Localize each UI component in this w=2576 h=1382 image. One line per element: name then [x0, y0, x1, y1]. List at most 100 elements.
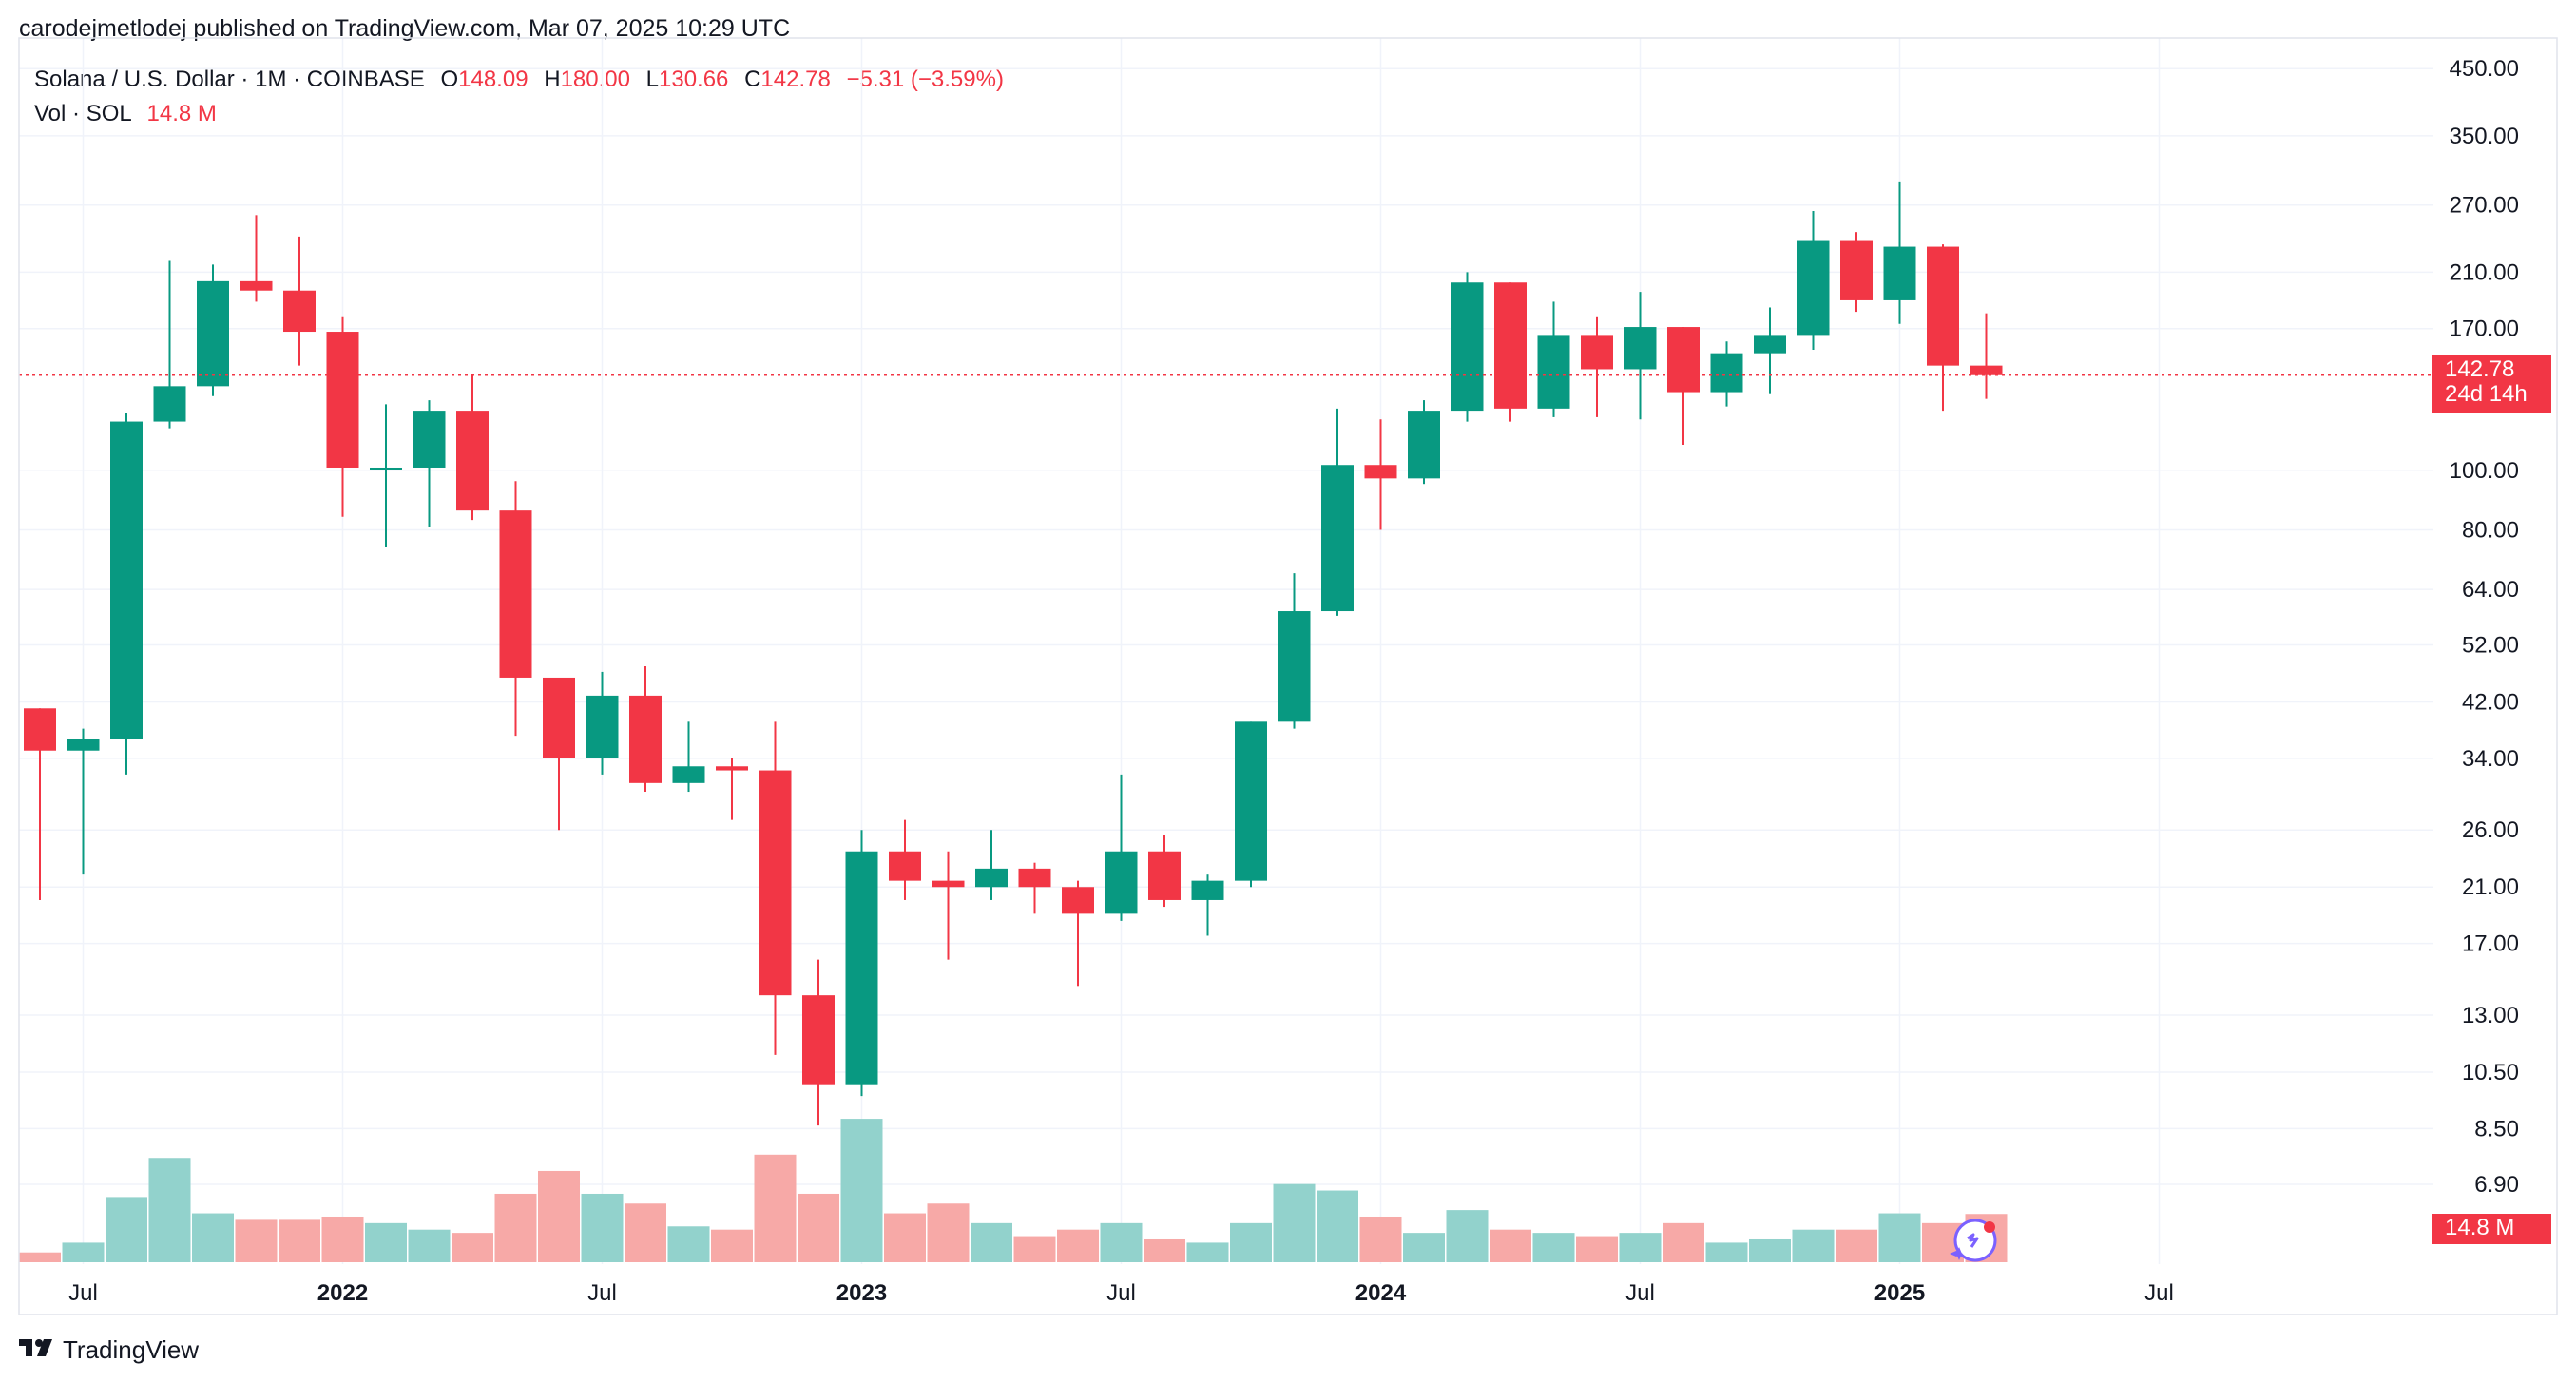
- candle-body: [1408, 411, 1440, 479]
- volume-bar: [798, 1193, 839, 1262]
- volume-bar: [1403, 1233, 1445, 1262]
- volume-bar: [1230, 1222, 1272, 1262]
- candle-body: [1710, 353, 1743, 393]
- candle-body: [370, 467, 402, 470]
- volume-bar: [494, 1193, 537, 1262]
- volume-bar: [62, 1242, 105, 1262]
- volume-bar: [711, 1229, 753, 1262]
- volume-bar: [1273, 1183, 1316, 1262]
- symbol-label[interactable]: Solana / U.S. Dollar · 1M · COINBASE: [34, 67, 425, 92]
- volume-bar: [1749, 1238, 1791, 1262]
- low-label: L: [645, 67, 659, 92]
- volume-bar: [1446, 1210, 1489, 1262]
- volume-bar: [452, 1233, 493, 1262]
- candle-body: [1018, 868, 1051, 888]
- volume-bar: [1100, 1222, 1143, 1262]
- time-tick-label: Jul: [1625, 1280, 1655, 1306]
- volume-bar: [581, 1193, 624, 1262]
- time-tick-label: 2025: [1874, 1280, 1925, 1306]
- volume-bar: [1619, 1233, 1662, 1262]
- price-tick-label: 17.00: [2462, 931, 2519, 957]
- volume-bar: [19, 1252, 61, 1262]
- candle-body: [413, 411, 446, 468]
- candle-body: [1364, 465, 1397, 479]
- volume-bar: [1057, 1229, 1099, 1262]
- candle-body: [845, 851, 878, 1085]
- volume-bar: [1490, 1229, 1531, 1262]
- close-label: C: [744, 67, 761, 92]
- price-tick-label: 13.00: [2462, 1003, 2519, 1028]
- price-tick-label: 170.00: [2450, 317, 2519, 342]
- candle-body: [1797, 240, 1830, 336]
- candle-body: [672, 766, 705, 783]
- volume-bar: [667, 1226, 710, 1262]
- volume-bar: [235, 1219, 278, 1262]
- candle-body: [1062, 887, 1094, 914]
- price-tick-label: 210.00: [2450, 259, 2519, 285]
- candle-body: [1581, 335, 1613, 370]
- volume-bar: [840, 1119, 883, 1262]
- tradingview-wordmark: TradingView: [63, 1335, 200, 1364]
- volume-bar: [625, 1203, 666, 1262]
- candle-body: [24, 708, 56, 751]
- candle-body: [1191, 880, 1224, 900]
- candle-body: [1537, 335, 1570, 409]
- candle-body: [586, 695, 619, 758]
- assistant-sparkle-icon[interactable]: [1950, 1219, 1997, 1262]
- volume-bar: [754, 1154, 797, 1262]
- price-axis[interactable]: 450.00 350.00 270.00 210.00 170.00 100.00 80.0…: [2450, 56, 2519, 1198]
- time-axis[interactable]: Jul 2022 Jul 2023 Jul 2024 Jul 2025 Jul: [68, 1280, 2174, 1306]
- price-tick-label: 26.00: [2462, 817, 2519, 843]
- candle-body: [197, 280, 229, 387]
- candle-body: [1624, 327, 1657, 370]
- open-value: 148.09: [458, 67, 529, 92]
- candle-body: [629, 695, 662, 783]
- price-tick-label: 350.00: [2450, 124, 2519, 149]
- candle-body: [1667, 327, 1700, 393]
- time-tick-label: 2022: [317, 1280, 368, 1306]
- volume-bar: [971, 1222, 1012, 1262]
- volume-bar: [192, 1213, 234, 1262]
- price-tick-label: 8.50: [2474, 1116, 2519, 1142]
- ohlc-legend: Solana / U.S. Dollar · 1M · COINBASE O14…: [34, 67, 1004, 93]
- candle-body: [110, 421, 143, 739]
- candle-body: [1105, 851, 1138, 914]
- price-tick-label: 34.00: [2462, 746, 2519, 772]
- volume-bar: [1878, 1213, 1921, 1262]
- candle-body: [975, 868, 1008, 888]
- candle-body: [889, 851, 921, 881]
- close-value: 142.78: [760, 67, 831, 92]
- volume-bar: [1013, 1236, 1056, 1262]
- candle-body: [1235, 721, 1267, 881]
- volume-bar: [927, 1203, 970, 1262]
- candle-body: [326, 332, 359, 468]
- volume-bar: [1144, 1238, 1185, 1262]
- price-tick-label: 450.00: [2450, 56, 2519, 82]
- volume-bar: [1576, 1236, 1618, 1262]
- volume-bars: [19, 1119, 2008, 1262]
- time-tick-label: Jul: [68, 1280, 98, 1306]
- time-tick-label: Jul: [2144, 1280, 2174, 1306]
- volume-bar: [106, 1197, 147, 1262]
- price-tick-label: 270.00: [2450, 193, 2519, 219]
- candle-body: [802, 995, 835, 1085]
- candle-body: [283, 290, 316, 333]
- volume-bar: [1532, 1233, 1575, 1262]
- volume-bar: [279, 1219, 320, 1262]
- volume-bar: [148, 1158, 191, 1262]
- volume-bar: [1663, 1222, 1704, 1262]
- volume-bar: [365, 1222, 407, 1262]
- low-value: 130.66: [659, 67, 729, 92]
- volume-bar: [321, 1216, 364, 1262]
- price-tick-label: 100.00: [2450, 458, 2519, 484]
- candles: [24, 181, 2003, 1126]
- volume-bar: [1836, 1229, 1877, 1262]
- candle-body: [1970, 365, 2003, 375]
- volume-bar: [1186, 1242, 1229, 1262]
- volume-value: 14.8 M: [146, 101, 217, 126]
- tradingview-brand[interactable]: TradingView: [19, 1335, 199, 1365]
- price-tick-label: 42.00: [2462, 690, 2519, 716]
- price-tick-label: 64.00: [2462, 577, 2519, 603]
- volume-bar: [1317, 1190, 1358, 1262]
